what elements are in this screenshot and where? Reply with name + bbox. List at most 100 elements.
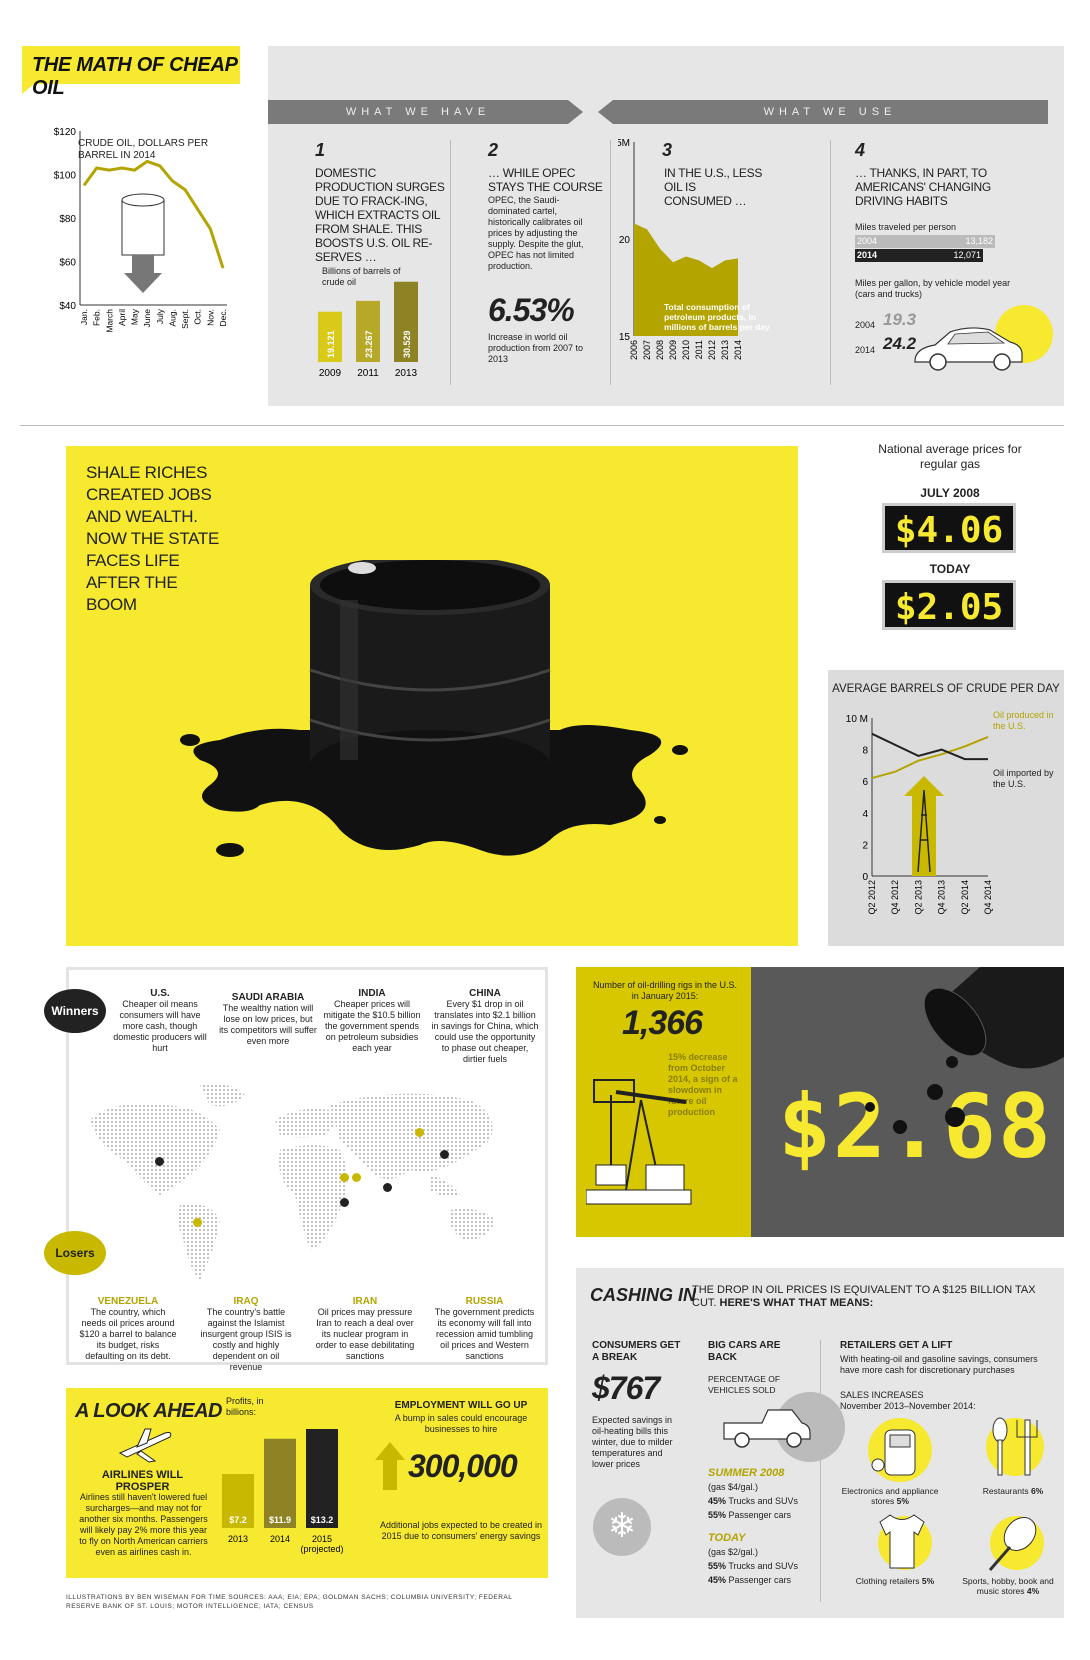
gas-label: National average prices for regular gas xyxy=(878,442,1022,471)
cars-heading: BIG CARS ARE BACK xyxy=(708,1340,781,1363)
consumption-x-tick: 2008 xyxy=(655,340,665,360)
car-icon xyxy=(914,327,1023,371)
crude-x-tick: June xyxy=(142,309,152,328)
today-cars: 45% Passenger cars xyxy=(708,1575,792,1585)
marker-india xyxy=(383,1183,392,1192)
profits-bar xyxy=(264,1438,296,1528)
snowflake-icon: ❄ xyxy=(593,1498,651,1556)
profits-year: (projected) xyxy=(300,1544,343,1554)
losers-badge: Losers xyxy=(44,1231,106,1275)
gas-price-2008: $4.06 xyxy=(882,503,1016,553)
summer-2008-trucks: 45% Trucks and SUVs xyxy=(708,1496,799,1506)
consumption-x-tick: 2009 xyxy=(668,340,678,360)
barrels-x-tick: Q2 2014 xyxy=(960,880,970,915)
panel-1-heading: DOMESTIC PRODUCTION SURGES DUE TO FRACK-… xyxy=(315,166,445,264)
fork-knife-icon xyxy=(992,1417,1038,1476)
profits-bar-value: $7.2 xyxy=(229,1515,247,1525)
winner-china: CHINA Every $1 drop in oil translates in… xyxy=(431,988,539,1064)
loser-iran: IRAN Oil prices may pressure Iran to rea… xyxy=(315,1296,415,1361)
rigs-value: 1,366 xyxy=(622,1004,703,1042)
cashing-sub: THE DROP IN OIL PRICES IS EQUIVALENT TO … xyxy=(692,1284,1036,1309)
crude-y-tick: $60 xyxy=(59,258,76,269)
crude-x-tick: Nov. xyxy=(205,309,215,326)
consumption-x-tick: 2011 xyxy=(694,340,704,359)
banner-arrow xyxy=(268,100,1048,124)
today-gas: (gas $2/gal.) xyxy=(708,1547,759,1557)
divider xyxy=(820,1340,821,1602)
marker-venezuela xyxy=(193,1218,202,1227)
marker-china xyxy=(440,1150,449,1159)
panel-4-heading: … THANKS, IN PART, TO AMERICANS' CHANGIN… xyxy=(855,166,991,208)
crude-x-tick: Feb. xyxy=(92,309,102,326)
mpg-label: Miles per gallon, by vehicle model year … xyxy=(855,278,1011,299)
reserves-year: 2011 xyxy=(357,368,379,379)
loser-venezuela: VENEZUELA The country, which needs oil p… xyxy=(79,1296,177,1361)
consumers-heading: CONSUMERS GET A BREAK xyxy=(592,1340,681,1363)
crude-x-tick: April xyxy=(117,309,127,326)
divider xyxy=(450,140,451,385)
crude-y-tick: $100 xyxy=(54,171,77,182)
opec-big-number: 6.53% xyxy=(488,292,575,328)
title-tail xyxy=(22,84,34,94)
loser-russia: RUSSIA The government predicts its econo… xyxy=(434,1296,535,1361)
mpg-2014-year: 2014 xyxy=(855,345,876,355)
marker-us xyxy=(155,1157,164,1166)
retail-heading: RETAILERS GET A LIFT xyxy=(840,1340,953,1351)
reserves-bar xyxy=(394,281,418,362)
panel-4-number: 4 xyxy=(855,140,866,160)
retail-restaurants: Restaurants 6% xyxy=(982,1486,1044,1496)
profits-year: 2015 xyxy=(312,1534,332,1544)
barrels-panel xyxy=(828,670,1064,946)
mpg-2004-year: 2004 xyxy=(855,320,876,330)
rigs-label: Number of oil-drilling rigs in the U.S. … xyxy=(592,980,738,1001)
marker-russia xyxy=(415,1128,424,1137)
marker-iran xyxy=(340,1198,349,1207)
retail-sports: Sports, hobby, book and music stores 4% xyxy=(962,1576,1054,1596)
profits-bar-value: $13.2 xyxy=(311,1515,334,1525)
profits-year: 2013 xyxy=(228,1534,248,1544)
consumption-y-tick: 15 xyxy=(619,332,631,343)
summer-2008-gas: (gas $4/gal.) xyxy=(708,1482,759,1492)
shale-heading: SHALE RICHES CREATED JOBS AND WEALTH. NO… xyxy=(86,463,220,614)
consumption-chart: 25M 20 15200620072008200920102011201220132… xyxy=(618,138,743,360)
crude-x-tick: Jan. xyxy=(79,309,89,325)
miles-bar-2004: 2004 13,182 xyxy=(855,235,995,248)
barrel-top xyxy=(121,193,165,207)
title-banner: THE MATH OF CHEAP OIL xyxy=(22,46,240,99)
rigs-note: 15% decrease from October 2014, a sign o… xyxy=(668,1052,738,1117)
barrels-x-tick: Q4 2014 xyxy=(983,880,993,915)
airline-text: Airlines still haven't lowered fuel surc… xyxy=(79,1492,208,1557)
profits-year: 2014 xyxy=(270,1534,290,1544)
barrels-x-tick: Q4 2013 xyxy=(937,880,947,915)
banner-have: WHAT WE HAVE xyxy=(345,106,491,118)
reserves-unit: Billions of barrels of crude oil xyxy=(322,266,401,287)
barrels-x-tick: Q2 2012 xyxy=(867,880,877,915)
profits-bar xyxy=(306,1429,338,1528)
oil-barrel-illustration xyxy=(180,560,688,857)
cars-label: PERCENTAGE OF VEHICLES SOLD xyxy=(708,1374,781,1395)
employment-note: Additional jobs expected to be created i… xyxy=(379,1520,543,1541)
crude-y-tick: $40 xyxy=(59,301,76,312)
consumption-x-tick: 2010 xyxy=(681,340,691,360)
employment-value: 300,000 xyxy=(408,1448,518,1484)
retail-period: November 2013–November 2014: xyxy=(840,1401,976,1411)
shirt-icon xyxy=(879,1514,925,1569)
world-map xyxy=(90,1083,495,1280)
panel-3-number: 3 xyxy=(662,140,673,160)
barrels-y-tick: 0 xyxy=(862,872,868,883)
gas-price-today: $2.05 xyxy=(882,580,1016,630)
marker-saudi xyxy=(340,1173,349,1182)
crude-x-tick: March xyxy=(104,309,114,333)
divider xyxy=(830,140,831,385)
barrels-y-tick: 8 xyxy=(862,746,868,757)
employment-heading: EMPLOYMENT WILL GO UP xyxy=(394,1400,528,1411)
consumption-x-tick: 2006 xyxy=(629,340,639,360)
consumption-x-tick: 2012 xyxy=(707,340,717,360)
oil-derrick-icon xyxy=(917,789,931,873)
crude-x-tick: May xyxy=(130,308,140,325)
miles-label: Miles traveled per person xyxy=(855,222,957,232)
reserves-bar-chart: 19.121 2009 23.267 2011 30.529 2013 xyxy=(318,281,418,379)
consumers-text: Expected savings in oil-heating bills th… xyxy=(592,1415,673,1469)
summer-2008-label: SUMMER 2008 xyxy=(708,1467,785,1479)
